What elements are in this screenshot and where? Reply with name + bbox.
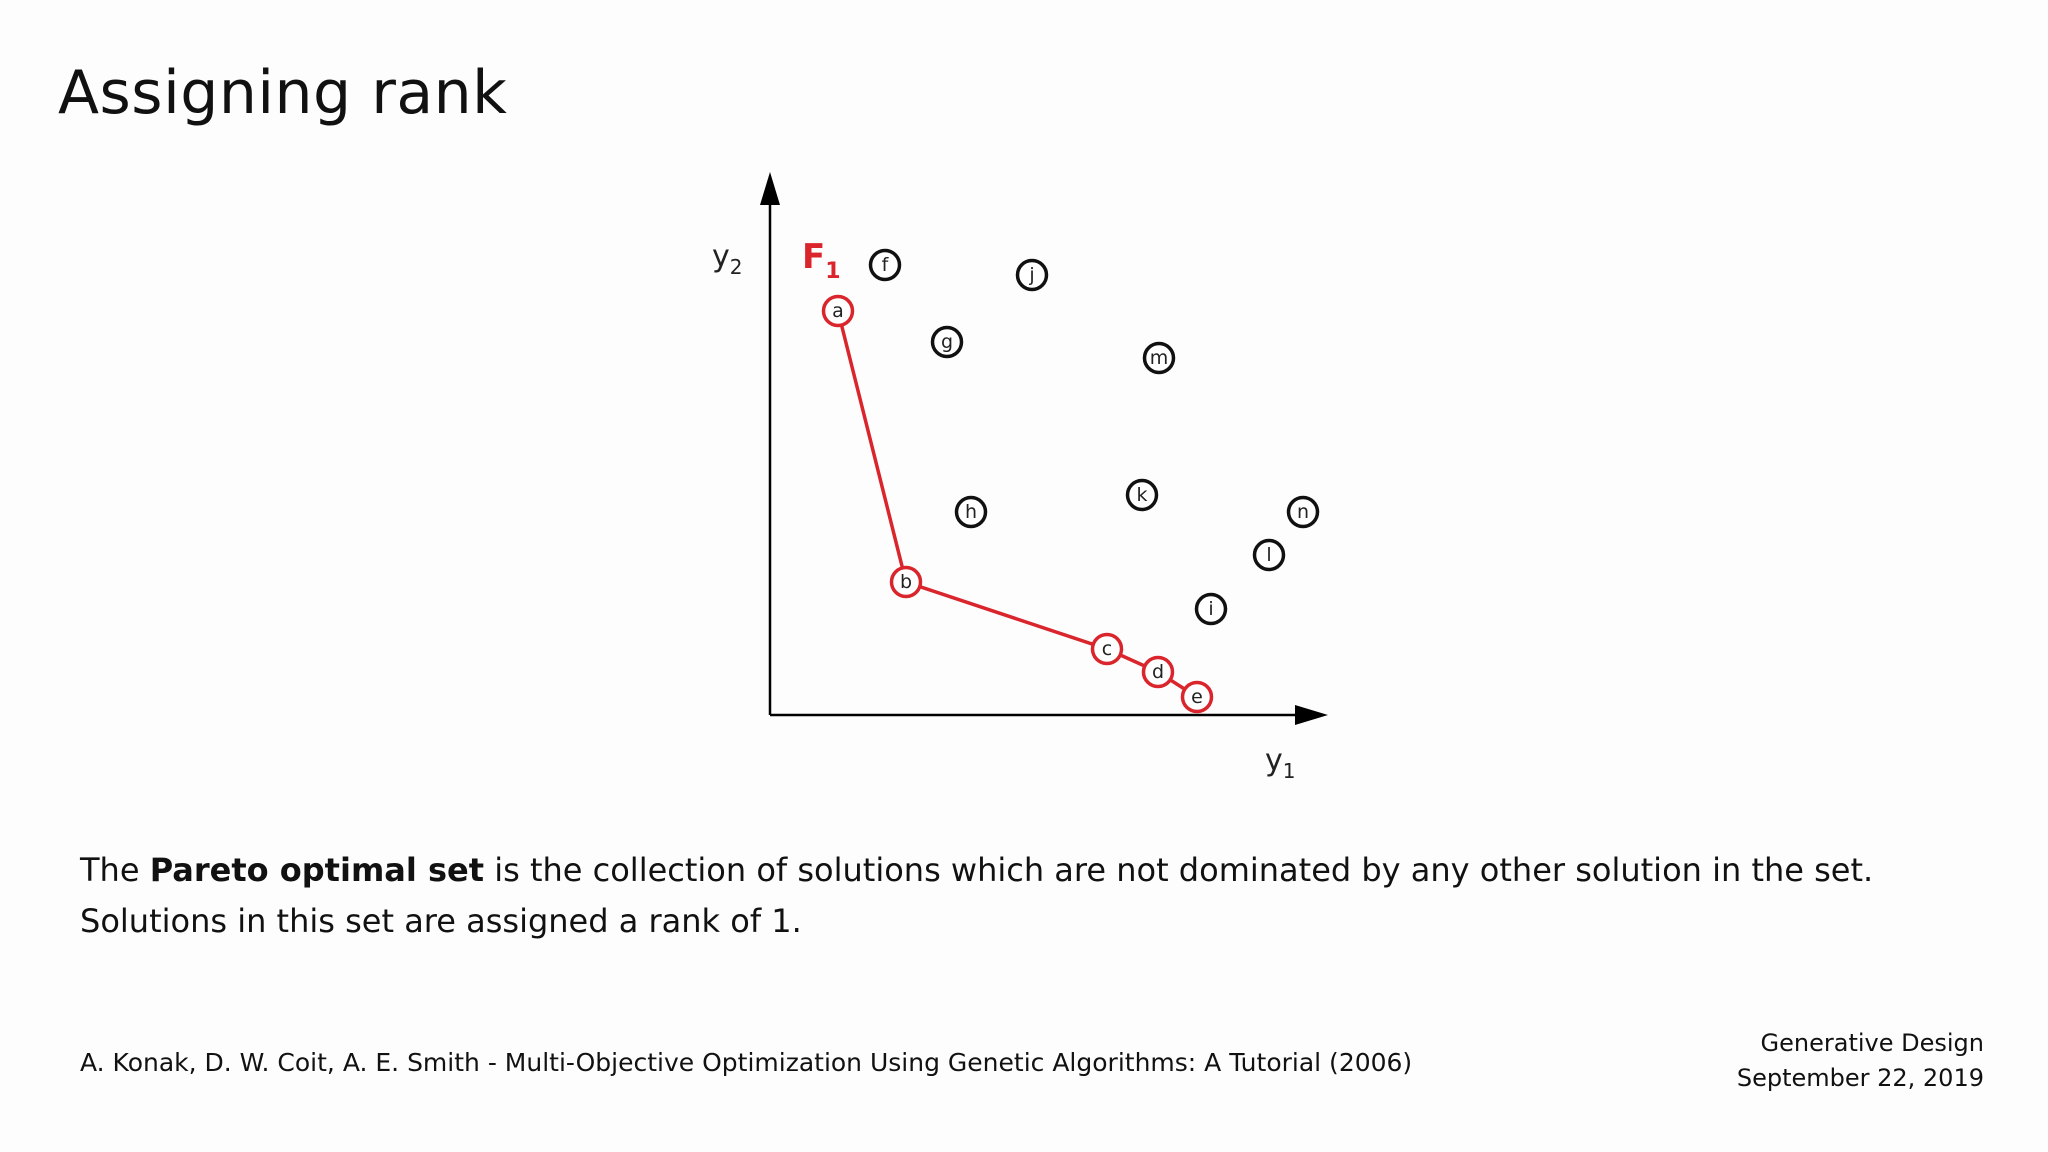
point-label: k — [1136, 484, 1147, 506]
point-marker — [821, 294, 855, 328]
point-j: j — [1015, 258, 1049, 292]
point-label: h — [965, 501, 977, 523]
point-i: i — [1194, 592, 1228, 626]
description-line-1: The Pareto optimal set is the collection… — [80, 845, 1980, 896]
point-label: c — [1102, 638, 1112, 660]
point-marker — [1141, 655, 1175, 689]
x-axis-label-sub: 1 — [1283, 759, 1296, 783]
footer-date: September 22, 2019 — [1736, 1064, 1984, 1092]
point-label: a — [832, 300, 844, 322]
point-label: m — [1150, 347, 1169, 369]
point-marker — [930, 325, 964, 359]
point-n: n — [1286, 495, 1320, 529]
point-a: a — [821, 294, 855, 328]
pareto-optimal-set-term: Pareto optimal set — [149, 851, 485, 889]
point-marker — [1125, 478, 1159, 512]
point-label: g — [941, 331, 953, 353]
point-marker — [954, 495, 988, 529]
point-label: i — [1208, 598, 1213, 620]
front-label: F1 — [802, 237, 841, 284]
point-label: f — [882, 254, 890, 276]
point-k: k — [1125, 478, 1159, 512]
point-g: g — [930, 325, 964, 359]
front-label-main: F — [802, 237, 825, 277]
description-line-2: Solutions in this set are assigned a ran… — [80, 902, 802, 940]
front-label-sub: 1 — [825, 259, 840, 284]
point-m: m — [1142, 341, 1176, 375]
point-label: e — [1191, 686, 1203, 708]
point-h: h — [954, 495, 988, 529]
axes: y2 y1 — [712, 172, 1328, 783]
x-axis-label-main: y — [1265, 743, 1283, 778]
point-marker — [1015, 258, 1049, 292]
y-axis-arrow — [760, 172, 780, 205]
point-label: l — [1266, 544, 1271, 566]
point-label: j — [1028, 264, 1034, 286]
citation: A. Konak, D. W. Coit, A. E. Smith - Mult… — [80, 1048, 1413, 1077]
footer-course: Generative Design — [1760, 1029, 1984, 1057]
point-label: b — [900, 571, 912, 593]
x-axis-label: y1 — [1265, 743, 1296, 783]
solution-points: a b c d e f g h i j k l m n — [821, 248, 1320, 714]
point-marker — [1090, 632, 1124, 666]
description-lead: The — [80, 851, 150, 889]
point-marker — [889, 565, 923, 599]
description: The Pareto optimal set is the collection… — [80, 845, 1980, 947]
footer: Generative Design September 22, 2019 — [1737, 1026, 1984, 1096]
y-axis-label: y2 — [712, 239, 743, 279]
point-e: e — [1180, 680, 1214, 714]
y-axis-label-sub: 2 — [730, 255, 743, 279]
point-c: c — [1090, 632, 1124, 666]
point-d: d — [1141, 655, 1175, 689]
point-label: d — [1152, 661, 1164, 683]
slide-title: Assigning rank — [58, 58, 508, 128]
x-axis-arrow — [1295, 705, 1328, 725]
point-label: n — [1297, 501, 1309, 523]
point-marker — [1142, 341, 1176, 375]
point-marker — [1252, 538, 1286, 572]
point-b: b — [889, 565, 923, 599]
point-l: l — [1252, 538, 1286, 572]
point-f: f — [868, 248, 902, 282]
point-marker — [1286, 495, 1320, 529]
y-axis-label-main: y — [712, 239, 730, 274]
point-marker — [868, 248, 902, 282]
description-rest: is the collection of solutions which are… — [484, 851, 1874, 889]
point-marker — [1180, 680, 1214, 714]
point-marker — [1194, 592, 1228, 626]
